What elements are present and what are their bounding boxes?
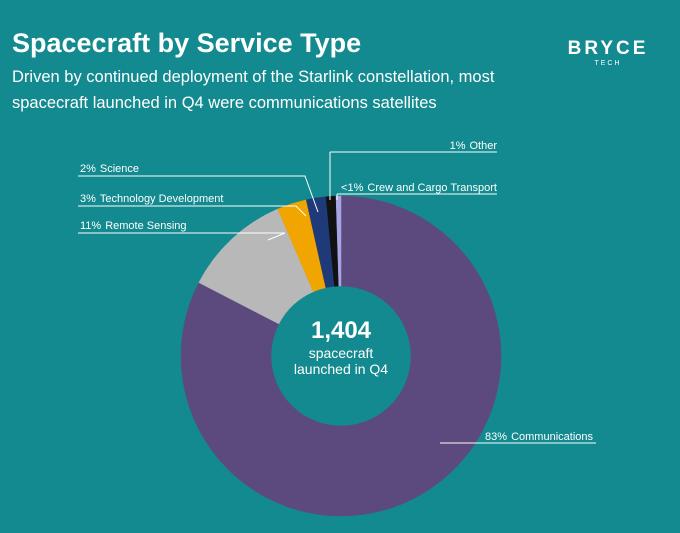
- slice-label: 1% Other: [450, 140, 498, 152]
- slice-category-label: Science: [100, 163, 139, 175]
- slice-label: 3% Technology Development: [80, 193, 223, 205]
- center-text: 1,404: [311, 317, 372, 344]
- slice-value-label: 83%: [485, 431, 507, 443]
- slice-value-label: 3%: [80, 193, 96, 205]
- slice-value-label: 11%: [80, 220, 101, 232]
- donut-slice: [335, 195, 342, 287]
- center-text: spacecraft: [309, 345, 374, 361]
- slice-category-label: Technology Development: [100, 193, 224, 205]
- slice-category-label: Crew and Cargo Transport: [367, 182, 497, 194]
- slice-category-label: Other: [469, 140, 497, 152]
- leader-line: [78, 232, 286, 241]
- chart-title: Spacecraft by Service Type: [12, 28, 361, 58]
- slice-label: 83% Communications: [485, 431, 593, 443]
- brand-name: BRYCE: [568, 38, 649, 59]
- slice-category-label: Remote Sensing: [105, 220, 186, 232]
- slice-label: 2% Science: [80, 163, 139, 175]
- subtitle: spacecraft launched in Q4 were communica…: [12, 94, 437, 112]
- slice-label: <1% Crew and Cargo Transport: [341, 182, 497, 194]
- leader-line: [78, 205, 307, 217]
- slice-category-label: Communications: [511, 431, 593, 443]
- subtitle: Driven by continued deployment of the St…: [12, 68, 495, 86]
- slice-value-label: <1%: [341, 182, 364, 194]
- brand-tagline: TECH: [594, 60, 621, 67]
- slice-label: 11% Remote Sensing: [80, 220, 187, 232]
- slice-value-label: 1%: [450, 140, 466, 152]
- donut-slice: [180, 195, 502, 517]
- center-text: launched in Q4: [294, 361, 388, 377]
- leader-line: [78, 175, 319, 213]
- slice-value-label: 2%: [80, 163, 96, 175]
